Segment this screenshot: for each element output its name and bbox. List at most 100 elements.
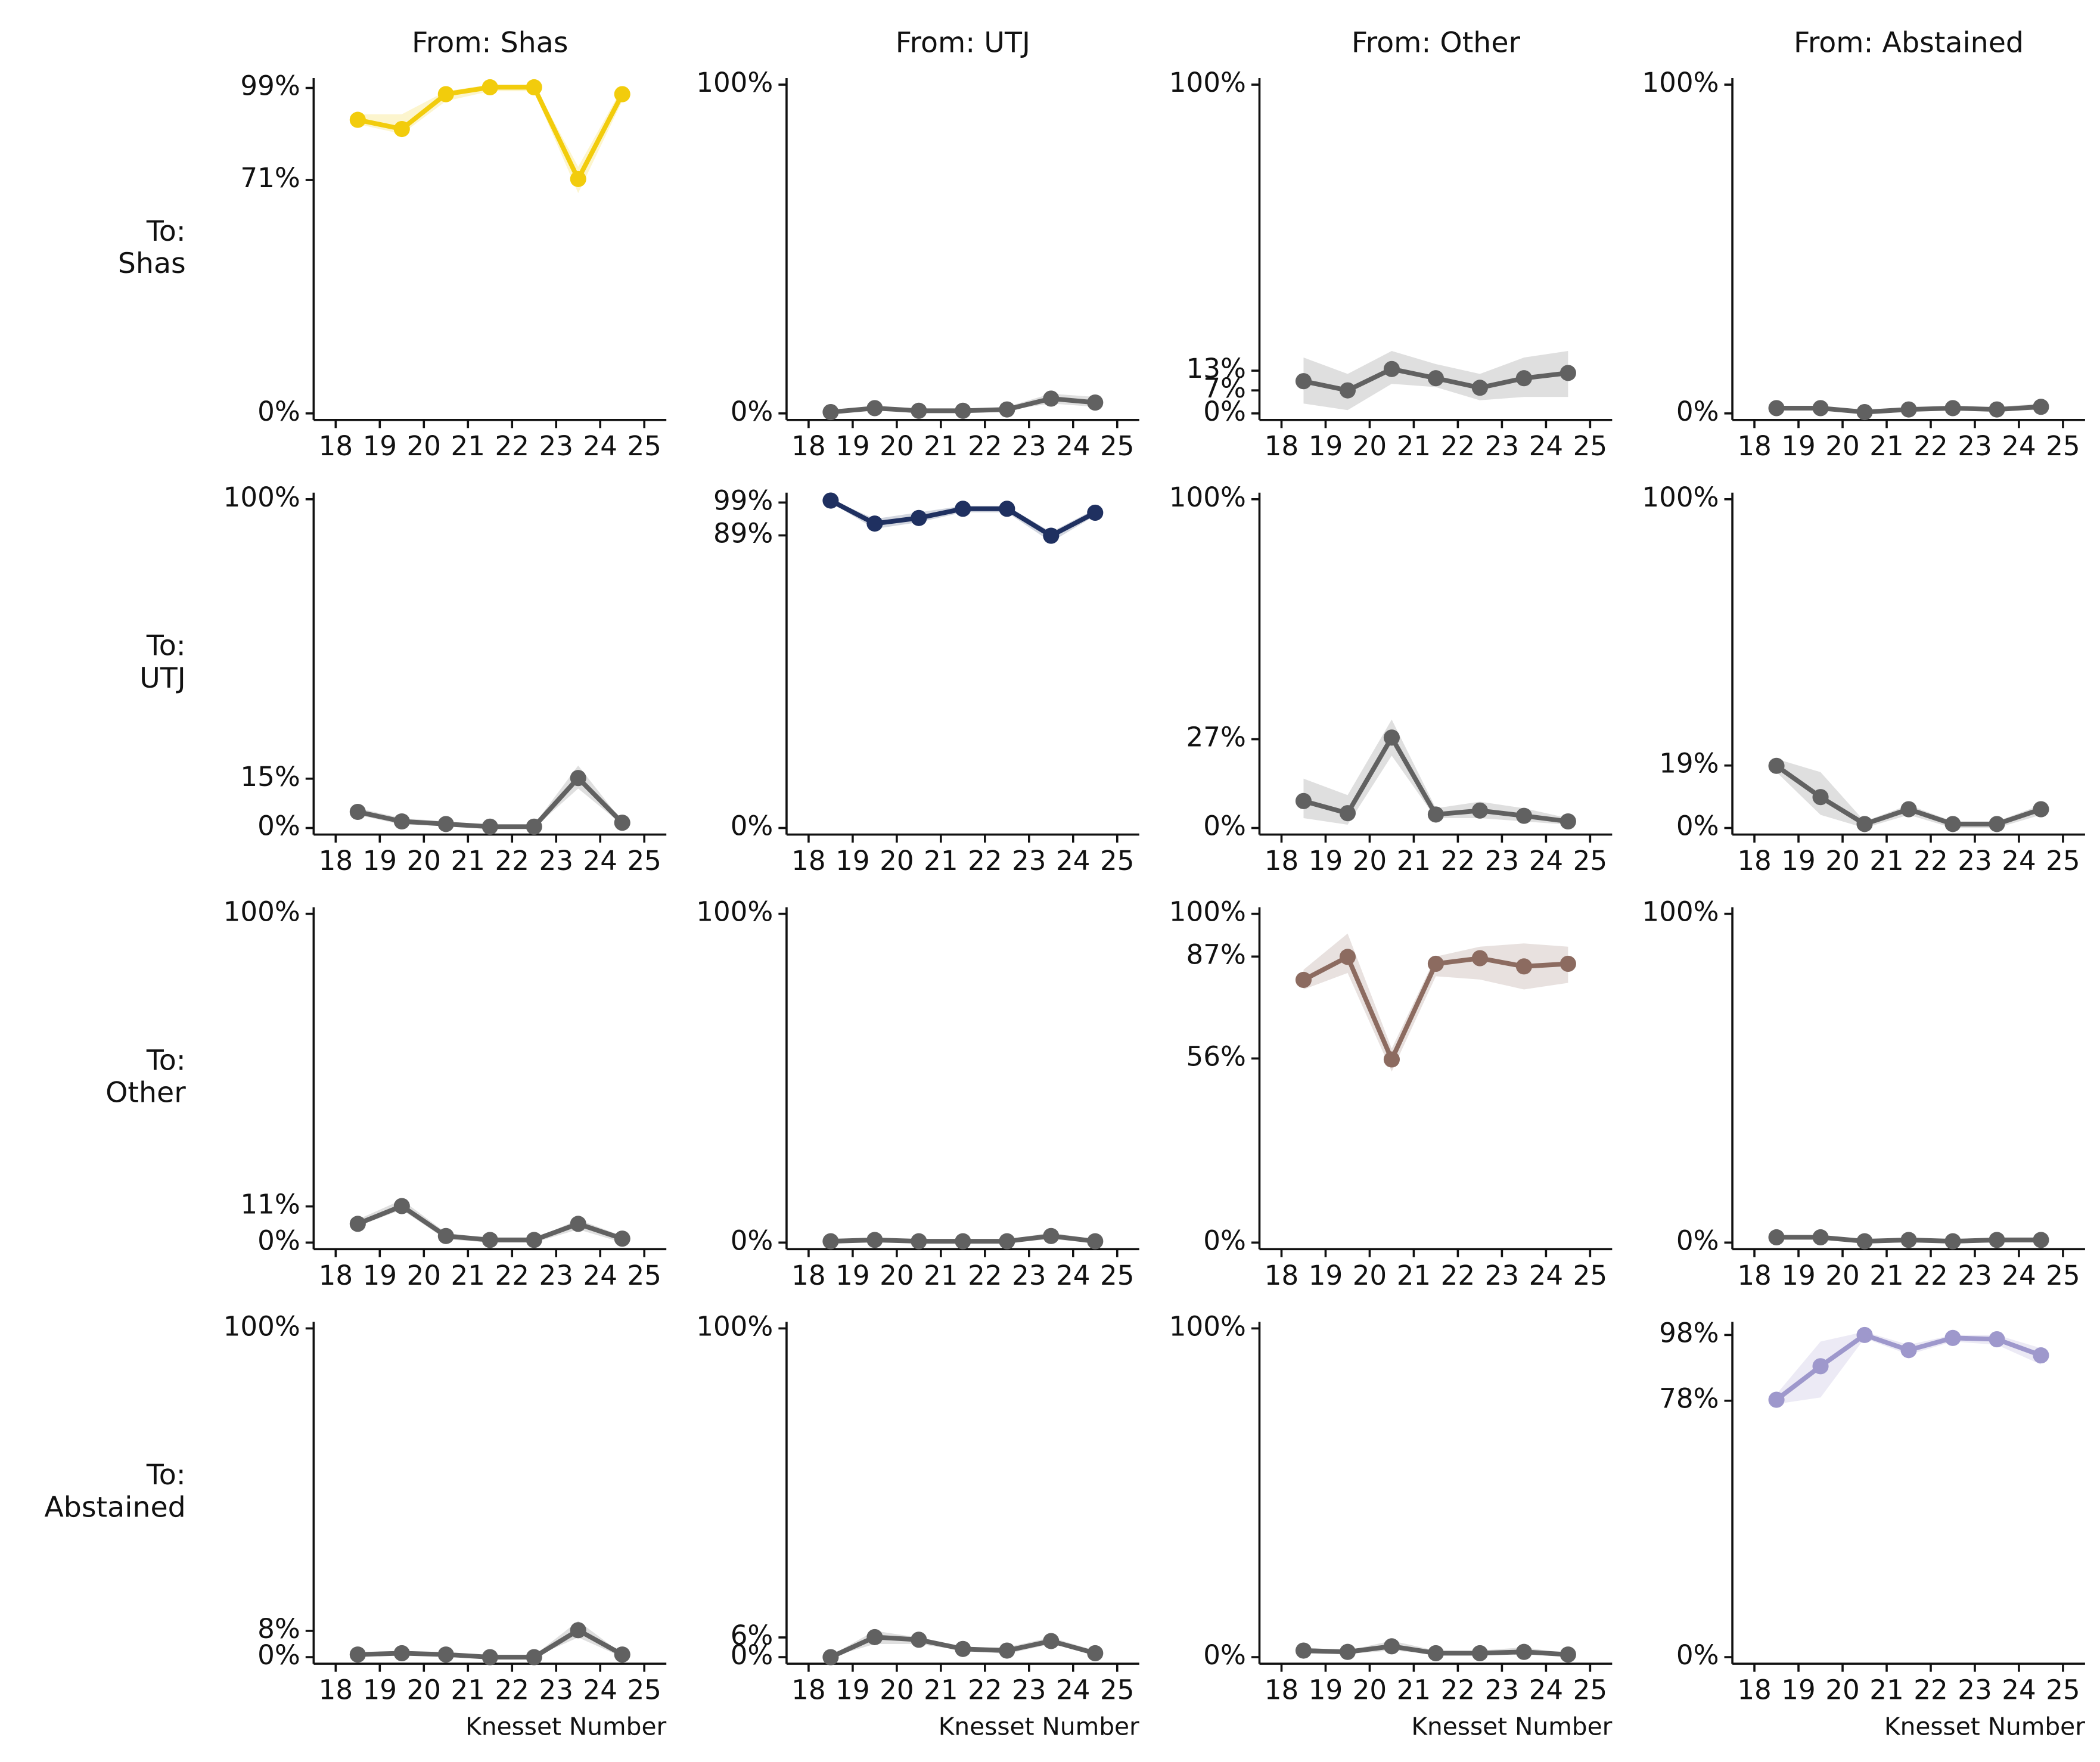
y-tick-label: 7% [1203,372,1246,404]
x-tick-label: 22 [495,845,529,877]
data-point [1856,816,1873,832]
confidence-band [1303,719,1568,825]
x-tick-label: 24 [1529,845,1563,877]
y-tick-label: 100% [1169,481,1246,513]
x-tick-label: 23 [1012,1260,1046,1291]
data-point [999,1233,1015,1250]
x-tick-label: 18 [319,1674,353,1706]
y-tick-label: 100% [1642,67,1719,98]
x-tick-label: 24 [1529,430,1563,462]
x-tick-label: 22 [1441,845,1475,877]
data-point [481,79,498,96]
x-tick-label: 21 [1869,430,1903,462]
x-tick-label: 19 [1309,845,1343,877]
confidence-band [1303,933,1568,1072]
x-tick-label: 19 [835,430,869,462]
data-point [1383,729,1400,746]
data-point [822,404,839,421]
x-tick-label: 25 [1573,845,1607,877]
data-point [1427,955,1444,972]
data-point [1339,949,1356,965]
x-tick-label: 21 [1397,1260,1431,1291]
data-point [1087,1645,1104,1661]
row-label: Shas [118,247,186,280]
y-tick-label: 0% [1203,1639,1246,1671]
y-tick-label: 0% [257,396,300,427]
row-label: To: [146,1459,186,1491]
data-point [481,1232,498,1248]
data-point [911,1632,927,1648]
data-point [1087,1233,1104,1250]
data-point [1989,1331,2005,1348]
x-tick-label: 24 [583,430,617,462]
data-point [614,1646,630,1663]
x-tick-label: 21 [1397,430,1431,462]
y-tick-label: 0% [257,1639,300,1671]
x-tick-label: 18 [1737,430,1771,462]
y-tick-label: 100% [1169,1310,1246,1342]
data-point [393,120,410,138]
x-tick-label: 24 [2002,430,2036,462]
x-tick-label: 20 [407,1260,441,1291]
y-tick-label: 0% [1676,1225,1719,1256]
x-tick-label: 20 [1825,1674,1859,1706]
data-point [911,1233,927,1250]
x-tick-label: 19 [363,845,397,877]
data-point [570,1622,586,1639]
x-tick-label: 18 [319,430,353,462]
data-point [1339,1643,1356,1660]
x-tick-label: 19 [1781,1674,1815,1706]
x-tick-label: 25 [1100,845,1134,877]
data-point [1515,370,1532,387]
x-axis-label: Knesset Number [465,1713,666,1741]
x-tick-label: 18 [1737,1674,1771,1706]
y-tick-label: 78% [1659,1383,1719,1415]
y-tick-label: 27% [1186,722,1246,753]
data-point [1768,1391,1785,1408]
x-tick-label: 19 [1781,845,1815,877]
data-point [1339,805,1356,822]
x-tick-label: 25 [627,1260,661,1291]
data-point [1812,400,1829,417]
data-point [481,1649,498,1665]
x-tick-label: 20 [1825,845,1859,877]
data-point [1043,1228,1060,1244]
x-tick-label: 19 [1309,430,1343,462]
x-tick-label: 18 [791,845,825,877]
x-tick-label: 23 [539,430,573,462]
y-tick-label: 100% [1642,481,1719,513]
x-tick-label: 24 [2002,845,2036,877]
x-tick-label: 24 [1056,1260,1090,1291]
x-tick-label: 19 [1309,1674,1343,1706]
data-point [866,1232,883,1248]
x-tick-label: 23 [1012,430,1046,462]
data-point [1471,802,1488,819]
x-tick-label: 22 [495,1674,529,1706]
x-tick-label: 20 [407,1674,441,1706]
data-point [526,1232,542,1248]
x-tick-label: 25 [2046,1674,2080,1706]
y-tick-label: 0% [1203,1225,1246,1256]
x-tick-label: 23 [539,1260,573,1291]
x-tick-label: 21 [1397,845,1431,877]
y-tick-label: 100% [1642,896,1719,928]
data-point [1427,1645,1444,1661]
x-tick-label: 20 [880,1674,914,1706]
x-tick-label: 20 [1825,430,1859,462]
data-point [1768,400,1785,417]
data-point [1989,1232,2005,1248]
data-point [437,1228,454,1244]
x-tick-label: 22 [1913,1260,1947,1291]
x-tick-label: 25 [1573,1674,1607,1706]
x-tick-label: 22 [968,430,1002,462]
x-tick-label: 19 [835,845,869,877]
x-tick-label: 21 [924,1260,958,1291]
data-point [1768,757,1785,774]
x-tick-label: 25 [1573,1260,1607,1291]
data-point [1383,361,1400,377]
data-point [393,1198,410,1214]
data-point [955,501,971,517]
x-tick-label: 19 [1309,1260,1343,1291]
x-tick-label: 25 [2046,430,2080,462]
